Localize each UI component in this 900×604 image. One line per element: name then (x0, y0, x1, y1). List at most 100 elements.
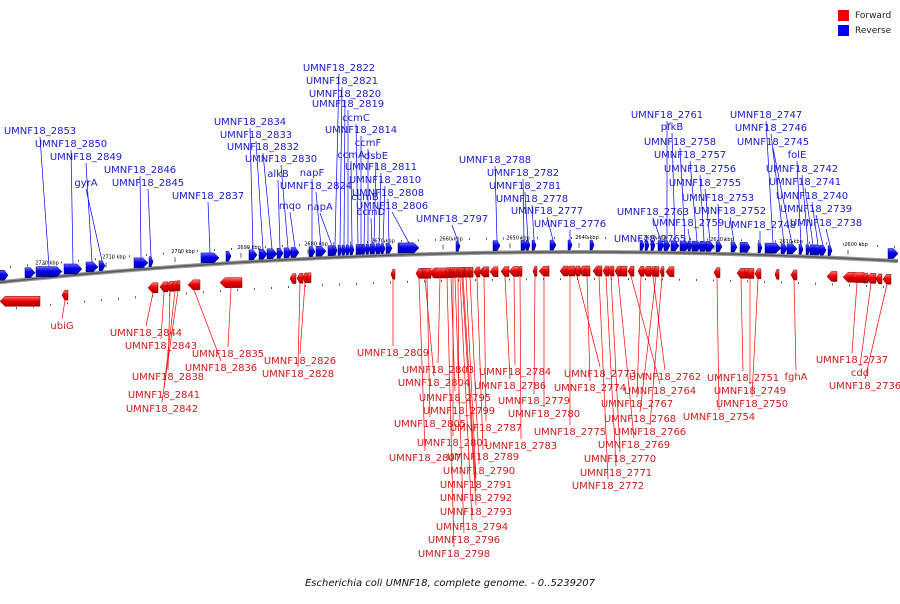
reverse-gene-arrow[interactable] (780, 243, 788, 254)
reverse-gene-label[interactable]: UMNF18_2781 (489, 181, 561, 192)
reverse-gene-arrow[interactable] (589, 239, 595, 251)
forward-gene-arrow[interactable] (595, 265, 603, 277)
reverse-gene-label[interactable]: ccmC (342, 113, 370, 124)
forward-gene-label[interactable]: UMNF18_2795 (419, 393, 491, 404)
forward-gene-label[interactable]: UMNF18_2841 (128, 390, 200, 401)
forward-gene-arrow[interactable] (659, 266, 665, 277)
reverse-gene-label[interactable]: mqo (279, 201, 301, 212)
reverse-gene-label[interactable]: folE (788, 150, 807, 161)
reverse-gene-label[interactable]: UMNF18_2752 (694, 206, 766, 217)
forward-gene-arrow[interactable] (390, 268, 396, 280)
forward-gene-label[interactable]: UMNF18_2836 (185, 363, 257, 374)
forward-gene-arrow[interactable] (882, 274, 892, 285)
forward-gene-arrow[interactable] (736, 267, 746, 279)
forward-gene-label[interactable]: UMNF18_2751 (707, 373, 779, 384)
reverse-gene-arrow[interactable] (133, 257, 149, 269)
reverse-gene-label[interactable]: napA (307, 202, 333, 213)
reverse-gene-arrow[interactable] (887, 248, 899, 259)
forward-gene-arrow[interactable] (302, 272, 308, 284)
forward-gene-label[interactable]: UMNF18_2792 (440, 493, 512, 504)
forward-gene-label[interactable]: UMNF18_2790 (443, 466, 515, 477)
reverse-gene-arrow[interactable] (266, 248, 278, 260)
reverse-gene-label[interactable]: UMNF18_2756 (664, 164, 736, 175)
reverse-gene-label[interactable]: UMNF18_2830 (245, 154, 317, 165)
forward-gene-arrow[interactable] (289, 273, 297, 284)
reverse-gene-label[interactable]: UMNF18_2778 (496, 194, 568, 205)
reverse-gene-label[interactable]: UMNF18_2845 (112, 178, 184, 189)
forward-gene-arrow[interactable] (627, 265, 635, 277)
forward-gene-arrow[interactable] (865, 273, 877, 284)
forward-gene-label[interactable]: UMNF18_2799 (423, 406, 495, 417)
forward-gene-label[interactable]: UMNF18_2784 (479, 367, 551, 378)
reverse-gene-arrow[interactable] (315, 246, 327, 257)
reverse-gene-label[interactable]: UMNF18_2765 (614, 234, 686, 245)
reverse-gene-label[interactable]: UMNF18_2811 (345, 162, 417, 173)
reverse-gene-label[interactable]: UMNF18_2853 (4, 126, 76, 137)
forward-gene-arrow[interactable] (754, 268, 762, 280)
reverse-gene-arrow[interactable] (337, 245, 343, 256)
reverse-gene-arrow[interactable] (148, 256, 154, 267)
forward-gene-arrow[interactable] (532, 265, 538, 277)
forward-gene-label[interactable]: UMNF18_2736 (829, 381, 900, 392)
reverse-gene-label[interactable]: UMNF18_2849 (50, 152, 122, 163)
reverse-gene-label[interactable]: UMNF18_2747 (730, 110, 802, 121)
forward-gene-arrow[interactable] (614, 265, 622, 277)
forward-gene-label[interactable]: UMNF18_2789 (447, 452, 519, 463)
forward-gene-arrow[interactable] (559, 265, 569, 277)
reverse-gene-arrow[interactable] (24, 267, 36, 278)
reverse-gene-arrow[interactable] (380, 243, 386, 254)
reverse-gene-arrow[interactable] (258, 249, 268, 260)
forward-gene-arrow[interactable] (175, 280, 181, 291)
forward-gene-arrow[interactable] (538, 265, 550, 277)
forward-gene-label[interactable]: UMNF18_2754 (683, 412, 755, 423)
reverse-gene-label[interactable]: UMNF18_2755 (669, 178, 741, 189)
forward-gene-label[interactable]: UMNF18_2787 (450, 423, 522, 434)
reverse-gene-arrow[interactable] (549, 239, 557, 251)
forward-gene-label[interactable]: UMNF18_2737 (816, 355, 888, 366)
reverse-gene-label[interactable]: UMNF18_2832 (227, 142, 299, 153)
forward-gene-label[interactable]: UMNF18_2786 (474, 381, 546, 392)
reverse-gene-label[interactable]: alkB (267, 169, 289, 180)
forward-gene-arrow[interactable] (517, 266, 523, 277)
reverse-gene-label[interactable]: UMNF18_2740 (776, 191, 848, 202)
forward-gene-arrow[interactable] (652, 266, 660, 277)
forward-gene-arrow[interactable] (637, 266, 645, 277)
forward-gene-label[interactable]: UMNF18_2769 (598, 440, 670, 451)
reverse-gene-arrow[interactable] (276, 248, 284, 259)
reverse-gene-arrow[interactable] (345, 244, 351, 256)
reverse-gene-label[interactable]: UMNF18_2820 (309, 89, 381, 100)
reverse-gene-label[interactable]: UMNF18_2834 (214, 117, 286, 128)
reverse-gene-arrow[interactable] (308, 246, 316, 257)
reverse-gene-label[interactable]: pfkB (661, 122, 684, 133)
forward-gene-label[interactable]: UMNF18_2750 (716, 399, 788, 410)
reverse-gene-label[interactable]: ccmD (357, 207, 386, 218)
forward-gene-label[interactable]: UMNF18_2774 (554, 383, 626, 394)
reverse-gene-label[interactable]: UMNF18_2821 (306, 76, 378, 87)
reverse-gene-arrow[interactable] (371, 243, 377, 255)
forward-gene-arrow[interactable] (665, 266, 675, 277)
forward-gene-label[interactable]: UMNF18_2775 (534, 427, 606, 438)
forward-gene-label[interactable]: UMNF18_2771 (580, 468, 652, 479)
forward-gene-label[interactable]: UMNF18_2779 (498, 396, 570, 407)
reverse-gene-arrow[interactable] (0, 270, 9, 281)
forward-gene-arrow[interactable] (745, 268, 755, 279)
reverse-gene-arrow[interactable] (644, 240, 650, 251)
reverse-gene-arrow[interactable] (35, 266, 63, 277)
reverse-gene-arrow[interactable] (805, 244, 811, 255)
forward-gene-arrow[interactable] (500, 266, 510, 277)
reverse-gene-label[interactable]: UMNF18_2833 (220, 130, 292, 141)
reverse-gene-label[interactable]: UMNF18_2763 (617, 207, 689, 218)
forward-gene-label[interactable]: UMNF18_2794 (436, 522, 508, 533)
reverse-gene-arrow[interactable] (361, 244, 367, 255)
reverse-gene-label[interactable]: UMNF18_2822 (303, 63, 375, 74)
reverse-gene-arrow[interactable] (827, 245, 833, 256)
forward-gene-arrow[interactable] (713, 267, 721, 278)
reverse-gene-arrow[interactable] (375, 243, 383, 254)
forward-gene-label[interactable]: UMNF18_2772 (572, 481, 644, 492)
forward-gene-arrow[interactable] (473, 266, 481, 278)
reverse-gene-arrow[interactable] (225, 251, 232, 262)
reverse-gene-arrow[interactable] (385, 243, 393, 254)
reverse-gene-label[interactable]: UMNF18_2850 (35, 139, 107, 150)
forward-gene-arrow[interactable] (444, 267, 450, 278)
forward-gene-label[interactable]: UMNF18_2844 (110, 328, 182, 339)
